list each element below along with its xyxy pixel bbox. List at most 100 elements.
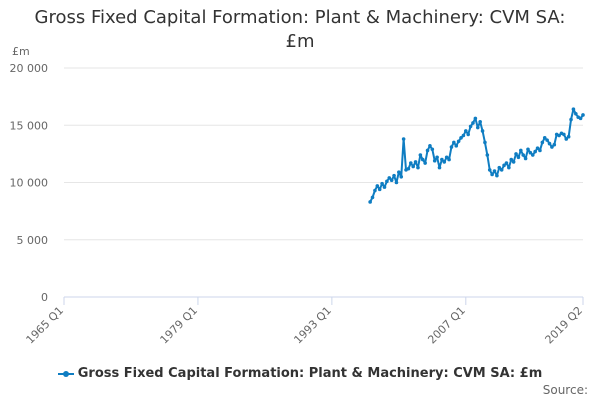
data-point	[380, 181, 384, 186]
y-axis-ticks: 0 5 000 10 000 15 000 20 000	[10, 62, 49, 304]
data-point	[490, 172, 494, 177]
data-point	[459, 136, 463, 140]
data-point	[483, 140, 487, 145]
y-tick-label: 20 000	[10, 62, 49, 75]
legend-line-marker-icon	[57, 369, 74, 379]
data-point	[578, 116, 583, 121]
data-point	[535, 146, 540, 150]
y-tick-label: 0	[41, 291, 48, 304]
data-point	[497, 165, 502, 170]
data-point	[550, 145, 554, 149]
data-point	[411, 164, 415, 169]
data-point	[471, 121, 475, 125]
data-point	[480, 129, 485, 133]
data-point	[461, 133, 466, 138]
data-point	[449, 145, 454, 149]
data-point	[492, 169, 497, 173]
data-point	[437, 165, 442, 170]
data-point	[545, 138, 549, 142]
data-point	[478, 120, 482, 124]
data-point	[428, 144, 432, 148]
chart-title-line-2: £m	[285, 31, 315, 52]
data-point	[562, 132, 566, 137]
data-point	[389, 178, 394, 183]
data-point	[514, 152, 518, 156]
data-point	[397, 170, 401, 174]
series-layer	[368, 107, 585, 204]
data-point	[394, 180, 399, 185]
data-point	[495, 173, 499, 178]
series-line	[369, 108, 584, 203]
data-point	[408, 161, 413, 165]
data-point	[521, 153, 526, 157]
x-tick-label: 1993 Q1	[291, 304, 334, 347]
data-point	[387, 176, 392, 180]
data-point	[502, 163, 506, 168]
data-point	[564, 137, 569, 141]
data-point	[447, 157, 451, 162]
data-point	[468, 124, 473, 129]
data-point	[499, 168, 504, 172]
data-point	[569, 117, 573, 122]
data-point	[420, 157, 425, 162]
data-point	[552, 142, 557, 147]
legend-item[interactable]: Gross Fixed Capital Formation: Plant & M…	[57, 366, 542, 381]
data-point	[432, 158, 437, 163]
chart-title: Gross Fixed Capital Formation: Plant & M…	[0, 6, 600, 54]
data-point	[571, 107, 576, 112]
data-point	[542, 136, 547, 140]
source-label: Source:	[542, 383, 588, 397]
data-point	[533, 149, 537, 154]
data-point	[538, 148, 542, 153]
data-point	[375, 184, 380, 188]
y-tick-label: 5 000	[17, 234, 49, 247]
data-point	[523, 156, 528, 161]
data-point	[392, 173, 396, 178]
data-point	[574, 112, 578, 116]
data-point	[475, 125, 480, 130]
data-point	[454, 144, 459, 148]
data-point	[519, 148, 523, 153]
y-axis-unit-label: £m	[12, 45, 30, 58]
data-point	[464, 129, 468, 133]
data-point	[526, 147, 530, 152]
legend: Gross Fixed Capital Formation: Plant & M…	[0, 366, 600, 383]
data-point	[485, 153, 490, 157]
data-point	[452, 140, 456, 145]
x-tick-label: 2019 Q2	[543, 304, 586, 347]
data-point	[444, 155, 449, 160]
chart-title-line-1: Gross Fixed Capital Formation: Plant & M…	[34, 7, 566, 28]
data-point	[509, 157, 514, 162]
data-point	[466, 132, 470, 137]
data-point	[406, 166, 411, 171]
data-point	[442, 160, 447, 164]
data-point	[425, 148, 430, 153]
data-point	[435, 155, 439, 160]
data-point	[528, 150, 533, 155]
data-point	[566, 134, 571, 139]
data-point	[440, 157, 444, 162]
data-point	[530, 153, 535, 157]
data-point	[368, 200, 372, 204]
data-point	[370, 195, 375, 200]
x-tick-label: 2007 Q1	[425, 304, 468, 347]
data-point	[416, 165, 420, 170]
gridlines	[64, 67, 583, 241]
data-point	[581, 113, 585, 117]
data-point	[516, 155, 521, 160]
x-tick-label: 1979 Q1	[158, 304, 201, 347]
data-point	[487, 168, 492, 172]
data-point	[423, 161, 427, 165]
data-point	[507, 165, 511, 170]
data-point	[399, 174, 404, 179]
data-point	[540, 140, 545, 145]
data-point	[504, 161, 509, 165]
data-point	[418, 153, 423, 157]
data-point	[511, 160, 516, 164]
data-point	[382, 185, 387, 189]
y-tick-label: 10 000	[10, 177, 49, 190]
data-point	[430, 147, 435, 152]
y-tick-label: 15 000	[10, 119, 49, 132]
data-point	[456, 139, 461, 144]
